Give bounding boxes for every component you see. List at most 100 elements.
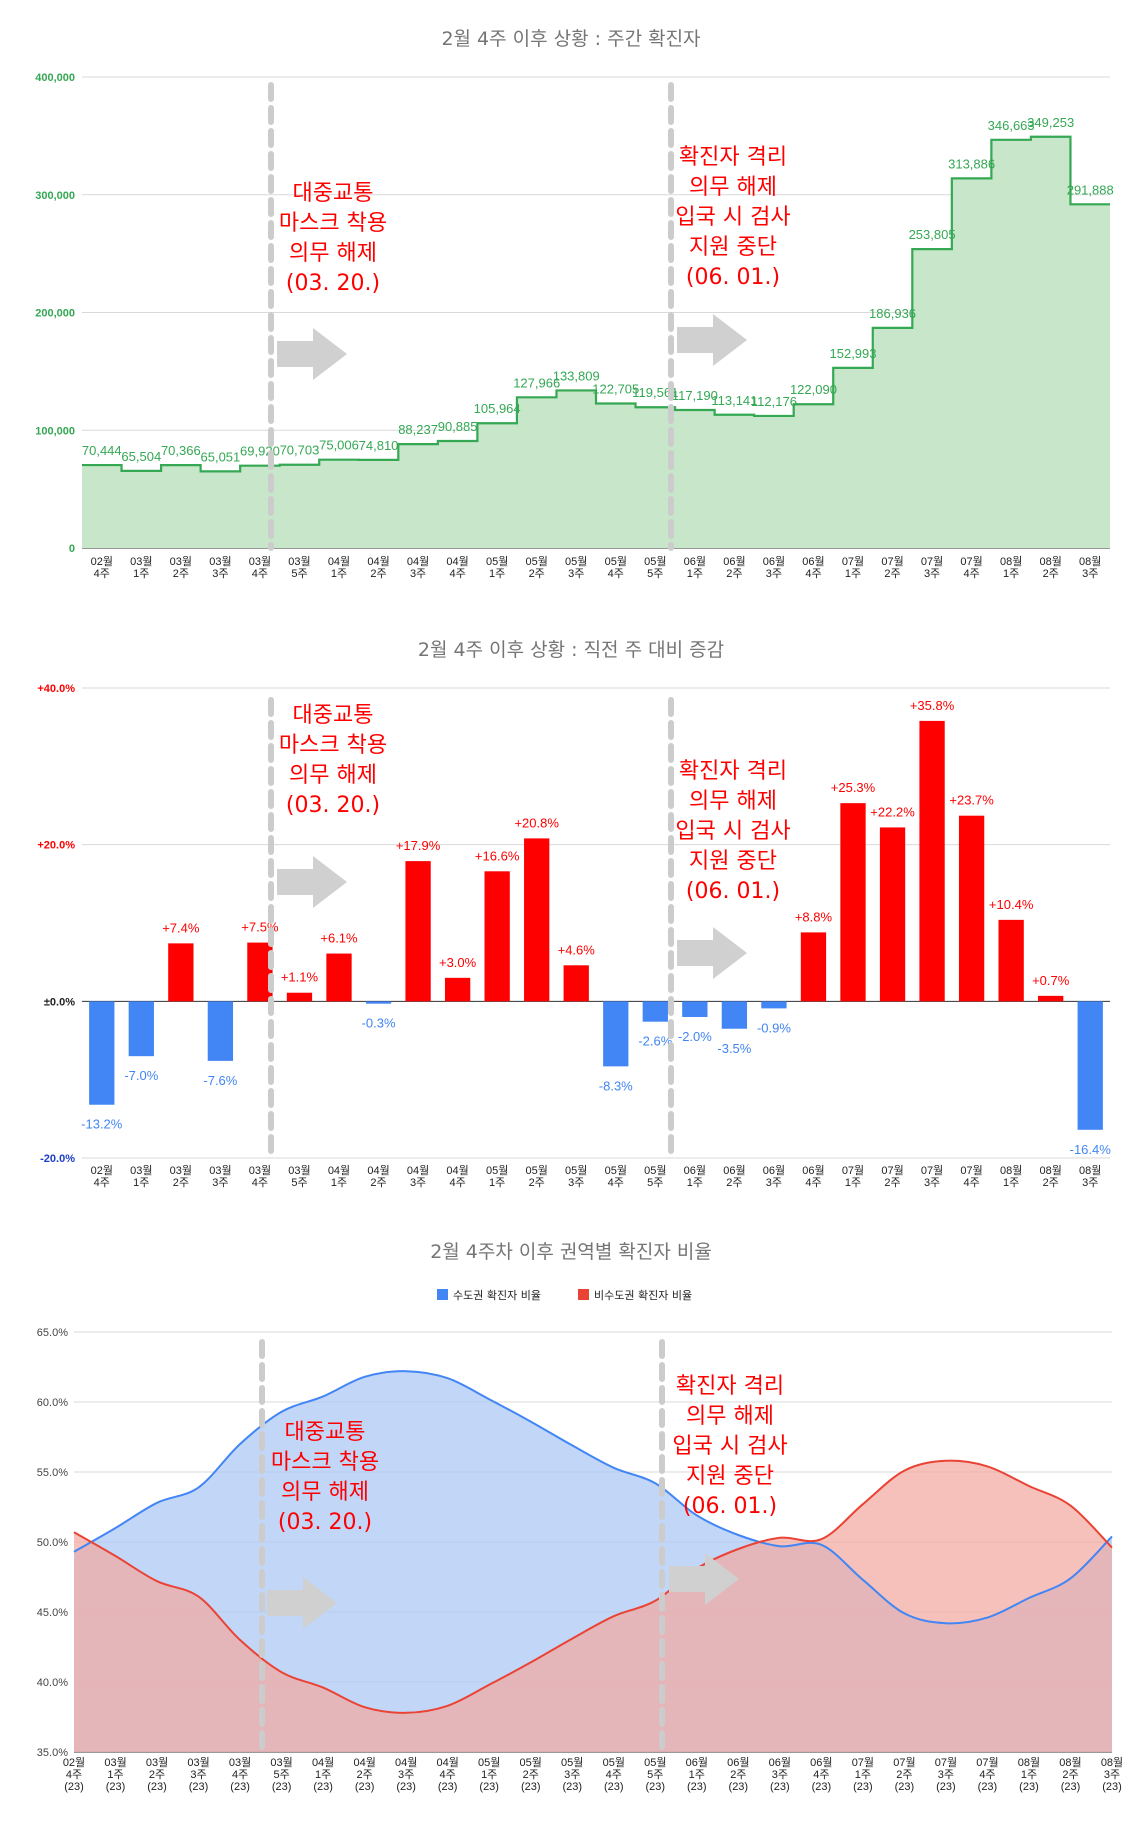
x-tick-label: 07월 3주 bbox=[921, 555, 943, 580]
bar bbox=[405, 861, 431, 1002]
data-label: -2.6% bbox=[638, 1034, 672, 1049]
chart-title: 2월 4주 이후 상황 : 주간 확진자 bbox=[441, 28, 700, 50]
event-annotation: 대중교통 마스크 착용 의무 해제 (03. 20.) bbox=[279, 703, 387, 818]
data-label: +4.6% bbox=[558, 942, 596, 957]
data-label: 133,809 bbox=[553, 368, 600, 383]
data-label: +25.3% bbox=[831, 780, 876, 795]
y-tick-label: 40.0% bbox=[37, 1677, 68, 1689]
data-label: +17.9% bbox=[396, 838, 441, 853]
arrow-right-icon bbox=[277, 328, 347, 380]
event-annotation: 확진자 격리 의무 해제 입국 시 검사 지원 중단 (06. 01.) bbox=[675, 145, 790, 290]
bar bbox=[1077, 1001, 1103, 1130]
data-label: -16.4% bbox=[1070, 1142, 1112, 1157]
x-tick-label: 04월 2주 bbox=[367, 555, 389, 580]
x-tick-label: 06월 2주 bbox=[723, 1164, 745, 1189]
data-label: +0.7% bbox=[1032, 973, 1070, 988]
bar bbox=[761, 1001, 787, 1009]
x-tick-label: 05월 5주 bbox=[644, 1164, 666, 1189]
x-tick-label: 08월 3주 bbox=[1079, 1164, 1101, 1189]
x-tick-label: 06월 3주 bbox=[763, 555, 785, 580]
data-label: 122,090 bbox=[790, 382, 837, 397]
data-label: 122,705 bbox=[592, 382, 639, 397]
data-label: 74,810 bbox=[359, 438, 399, 453]
data-label: 127,966 bbox=[513, 375, 560, 390]
area-fill bbox=[74, 1460, 1112, 1752]
bar bbox=[800, 932, 827, 1002]
y-tick-label: 200,000 bbox=[35, 308, 75, 320]
x-tick-label: 03월 1주 bbox=[130, 555, 152, 580]
bar bbox=[89, 1001, 115, 1105]
y-tick-label: 100,000 bbox=[35, 425, 75, 437]
event-annotation: 확진자 격리 의무 해제 입국 시 검사 지원 중단 (06. 01.) bbox=[675, 759, 790, 904]
data-label: +8.8% bbox=[795, 909, 833, 924]
x-tick-label: 05월 4주 bbox=[605, 1164, 627, 1189]
data-label: 90,885 bbox=[438, 419, 478, 434]
x-tick-label: 07월 1주 (23) bbox=[852, 1756, 874, 1793]
data-label: +23.7% bbox=[949, 793, 994, 808]
x-tick-label: 07월 2주 (23) bbox=[893, 1756, 915, 1793]
x-tick-label: 05월 2주 bbox=[526, 555, 548, 580]
data-label: 75,006 bbox=[319, 438, 359, 453]
x-tick-label: 06월 2주 bbox=[723, 555, 745, 580]
x-tick-label: 05월 4주 (23) bbox=[603, 1756, 625, 1793]
bar bbox=[721, 1001, 748, 1029]
bar bbox=[365, 1001, 392, 1004]
x-tick-label: 07월 1주 bbox=[842, 555, 864, 580]
x-tick-label: 07월 3주 bbox=[921, 1164, 943, 1189]
event-annotation: 대중교통 마스크 착용 의무 해제 (03. 20.) bbox=[279, 181, 387, 296]
x-tick-label: 03월 3주 bbox=[209, 1164, 231, 1189]
x-tick-label: 03월 5주 bbox=[288, 1164, 310, 1189]
weekly-change-chart: 2월 4주 이후 상황 : 직전 주 대비 증감 -20.0% ±0.0% +20.0… bbox=[37, 639, 1112, 1189]
x-tick-label: 02월 4주 bbox=[91, 1164, 113, 1189]
area-fill bbox=[82, 136, 1110, 549]
data-label: 70,444 bbox=[82, 443, 122, 458]
y-tick-label: 50.0% bbox=[37, 1537, 68, 1549]
event-annotation: 대중교통 마스크 착용 의무 해제 (03. 20.) bbox=[271, 1420, 379, 1535]
data-label: +20.8% bbox=[514, 815, 559, 830]
data-label: 346,663 bbox=[988, 118, 1035, 133]
arrow-right-icon bbox=[677, 314, 747, 366]
series-line bbox=[73, 1370, 1113, 1625]
x-tick-label: 08월 1주 (23) bbox=[1018, 1756, 1040, 1793]
x-tick-label: 05월 3주 (23) bbox=[561, 1756, 583, 1793]
x-tick-label: 03월 2주 bbox=[170, 1164, 192, 1189]
bar bbox=[444, 977, 471, 1002]
bar bbox=[879, 827, 906, 1002]
x-tick-label: 06월 3주 (23) bbox=[769, 1756, 791, 1793]
x-tick-label: 05월 2주 bbox=[526, 1164, 548, 1189]
y-tick-label: 65.0% bbox=[37, 1327, 68, 1339]
x-tick-label: 07월 2주 bbox=[881, 555, 903, 580]
y-tick-label: 55.0% bbox=[37, 1467, 68, 1479]
chart-title: 2월 4주 이후 상황 : 직전 주 대비 증감 bbox=[418, 639, 724, 661]
y-tick-label: ±0.0% bbox=[44, 996, 75, 1008]
x-tick-label: 04월 3주 bbox=[407, 555, 429, 580]
x-tick-label: 03월 5주 bbox=[288, 555, 310, 580]
y-tick-label: 300,000 bbox=[35, 190, 75, 202]
x-tick-label: 07월 2주 bbox=[881, 1164, 903, 1189]
event-annotation: 확진자 격리 의무 해제 입국 시 검사 지원 중단 (06. 01.) bbox=[672, 1374, 787, 1519]
y-tick-label: 400,000 bbox=[35, 72, 75, 84]
x-tick-label: 08월 1주 bbox=[1000, 555, 1022, 580]
x-tick-label: 07월 4주 (23) bbox=[976, 1756, 998, 1793]
x-tick-label: 05월 4주 bbox=[605, 555, 627, 580]
data-label: 70,703 bbox=[280, 443, 320, 458]
x-tick-label: 06월 3주 bbox=[763, 1164, 785, 1189]
data-label: +22.2% bbox=[870, 804, 915, 819]
bar bbox=[958, 815, 985, 1002]
x-tick-label: 03월 5주 (23) bbox=[270, 1756, 292, 1793]
data-label: +35.8% bbox=[910, 698, 955, 713]
data-label: 70,366 bbox=[161, 443, 201, 458]
x-tick-label: 03월 2주 (23) bbox=[146, 1756, 168, 1793]
x-tick-label: 03월 4주 bbox=[249, 1164, 271, 1189]
y-tick-label: -20.0% bbox=[40, 1153, 75, 1165]
legend-label: 수도권 확진자 비율 bbox=[453, 1289, 541, 1302]
x-tick-label: 06월 1주 bbox=[684, 1164, 706, 1189]
x-tick-label: 06월 2주 (23) bbox=[727, 1756, 749, 1793]
data-label: 117,190 bbox=[672, 388, 718, 403]
data-label: 119,561 bbox=[632, 385, 678, 400]
arrow-right-icon bbox=[267, 1577, 337, 1629]
x-tick-label: 07월 4주 bbox=[960, 1164, 982, 1189]
data-label: 88,237 bbox=[398, 422, 438, 437]
legend-swatch bbox=[578, 1289, 589, 1300]
x-tick-label: 02월 4주 bbox=[91, 555, 113, 580]
